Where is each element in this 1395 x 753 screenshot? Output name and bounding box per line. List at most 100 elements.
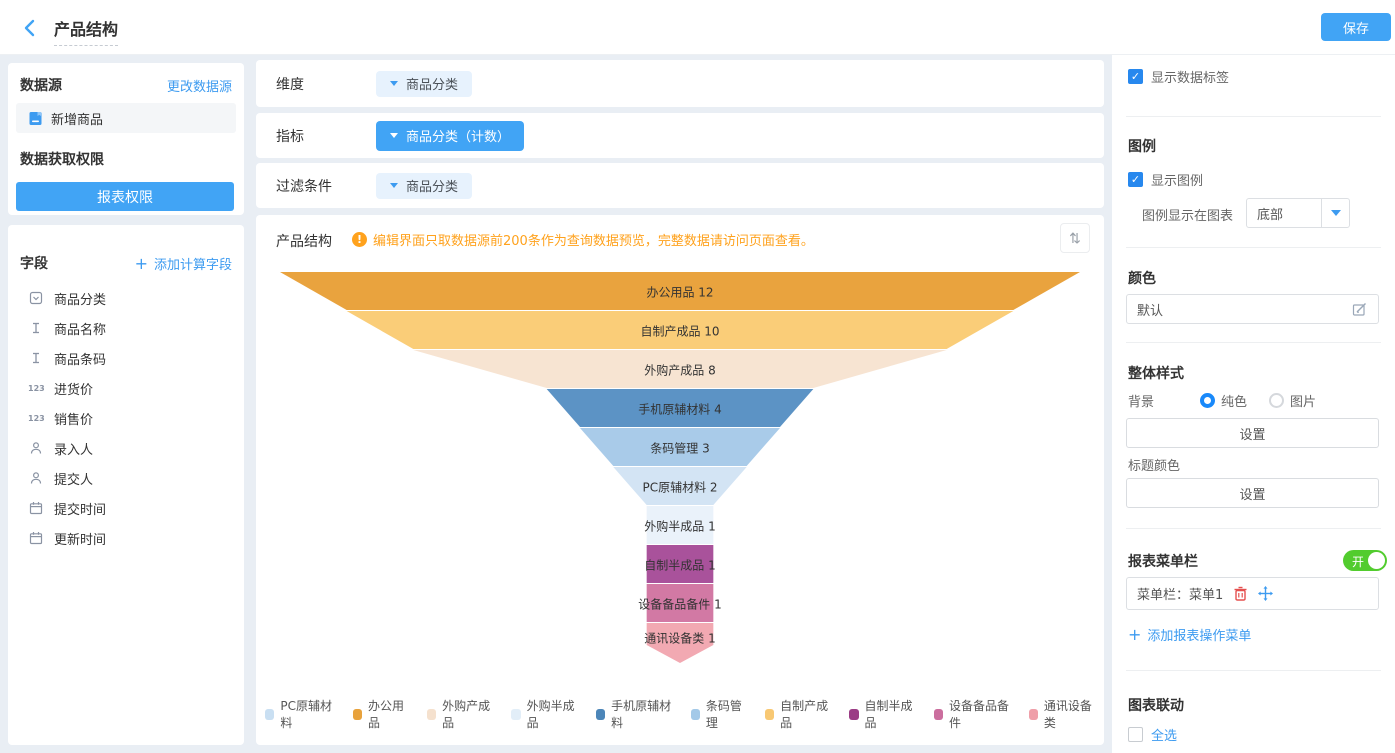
radio-image[interactable] [1269,393,1285,408]
change-datasource-link[interactable]: 更改数据源 [166,79,232,95]
style-section-title: 整体样式 [1128,366,1184,382]
color-input[interactable]: 默认 [1126,294,1379,324]
field-label: 提交时间 [54,502,107,518]
legend-swatch [511,708,521,720]
legend-item[interactable]: 自制半成品 [849,697,915,731]
add-menu-link[interactable]: + 添加报表操作菜单 [1128,625,1252,644]
legend-label: 外购半成品 [526,699,575,730]
legend-item[interactable]: 自制产成品 [764,697,831,731]
move-icon[interactable] [1258,586,1274,601]
legend-position-dropdown[interactable]: 底部 [1246,198,1350,228]
metric-row: 指标 商品分类（计数） [256,113,1104,158]
legend-swatch [1028,708,1038,720]
legend-item[interactable]: 设备备品备件 [933,697,1011,731]
settings-panel: ✓ 显示数据标签 图例 ✓ 显示图例 图例显示在图表 底部 颜色 默认 整体样式… [1112,55,1395,753]
field-item[interactable]: 更新时间 [8,523,244,553]
background-label: 背景 [1128,395,1155,410]
preview-warning: ! 编辑界面只取数据源前200条作为查询数据预览，完整数据请访问页面查看。 [352,230,814,249]
legend-item[interactable]: 外购半成品 [511,697,577,731]
funnel-segment[interactable] [646,506,714,544]
calendar-icon [28,530,44,546]
legend-item[interactable]: 手机原辅材料 [595,697,673,731]
text-icon [28,350,44,366]
legend-label: 办公用品 [367,699,404,730]
metric-pill[interactable]: 商品分类（计数） [376,120,525,151]
menu-item-row[interactable]: 菜单栏：菜单1 [1126,577,1379,610]
select-all-checkbox[interactable]: 全选 [1128,725,1177,744]
metric-label: 指标 [276,128,304,145]
show-legend-checkbox[interactable]: ✓ 显示图例 [1128,170,1203,189]
funnel-segment[interactable] [346,311,1014,349]
field-item[interactable]: 商品条码 [8,343,244,373]
funnel-segment[interactable] [280,272,1080,310]
field-label: 商品条码 [54,352,107,368]
legend-label: 手机原辅材料 [611,699,672,730]
sort-icon: ⇅ [1069,229,1081,246]
toggle-knob [1368,552,1385,569]
dimension-pill[interactable]: 商品分类 [376,70,473,97]
field-item[interactable]: 123 进货价 [8,373,244,403]
funnel-segment[interactable] [413,350,947,388]
legend-swatch [352,708,362,720]
trash-icon[interactable] [1233,586,1248,601]
legend-label: 通讯设备类 [1043,699,1092,730]
dimension-row: 维度 商品分类 [256,60,1104,107]
chart-card: 产品结构 ! 编辑界面只取数据源前200条作为查询数据预览，完整数据请访问页面查… [256,215,1104,745]
legend-position-value: 底部 [1257,207,1284,223]
legend-swatch [849,708,859,720]
funnel-chart: 办公用品 12 自制产成品 10 外购产成品 8 手机原辅材料 4 条码管理 3 PC原辅… [280,272,1080,682]
field-label: 进货价 [54,382,94,398]
dropdown-arrow[interactable] [1321,199,1349,227]
number-icon: 123 [28,413,45,423]
legend-label: 自制产成品 [780,699,829,730]
field-label: 销售价 [54,412,94,428]
radio-solid-color[interactable] [1200,393,1215,408]
datasource-name: 新增商品 [51,112,104,128]
field-item[interactable]: 录入人 [8,433,244,463]
field-label: 提交人 [54,472,94,488]
plus-icon: + [134,253,148,273]
funnel-segment[interactable] [646,584,714,622]
legend-swatch [933,708,944,720]
show-data-label-checkbox[interactable]: ✓ 显示数据标签 [1128,67,1229,86]
datasource-item[interactable]: 新增商品 [16,103,236,133]
background-set-button[interactable]: 设置 [1126,418,1379,448]
field-item[interactable]: 提交人 [8,463,244,493]
legend-swatch [595,708,606,720]
back-icon[interactable] [20,17,42,39]
filter-label: 过滤条件 [276,178,332,195]
edit-icon[interactable] [1352,301,1368,317]
field-item[interactable]: 商品名称 [8,313,244,343]
number-icon: 123 [28,383,45,393]
field-item[interactable]: 123 销售价 [8,403,244,433]
report-permission-button[interactable]: 报表权限 [16,182,234,211]
legend-item[interactable]: 办公用品 [352,697,409,731]
chart-legend: PC原辅材料 办公用品 外购产成品 外购半成品 手机原辅材料 条码管理 自制产成品 自制半成品… [256,697,1104,731]
menu-toggle[interactable]: 开 [1343,550,1387,571]
field-label: 商品分类 [54,292,107,308]
field-item[interactable]: 商品分类 [8,283,244,313]
sort-button[interactable]: ⇅ [1060,223,1090,253]
title-color-set-button[interactable]: 设置 [1126,478,1379,508]
legend-label: 外购产成品 [442,699,491,730]
linkage-section-title: 图表联动 [1128,698,1184,714]
legend-item[interactable]: PC原辅材料 [265,697,335,731]
funnel-segment[interactable] [646,623,714,663]
dimension-label: 维度 [276,76,304,93]
add-calc-field-link[interactable]: + 添加计算字段 [134,253,232,273]
funnel-segment[interactable] [613,467,747,505]
funnel-segment[interactable] [646,545,714,583]
title-color-label: 标题颜色 [1128,459,1181,474]
legend-swatch [690,708,700,720]
legend-item[interactable]: 外购产成品 [426,697,493,731]
save-button[interactable]: 保存 [1321,13,1391,41]
filter-pill[interactable]: 商品分类 [376,172,473,199]
legend-item[interactable]: 条码管理 [690,697,747,731]
legend-item[interactable]: 通讯设备类 [1028,697,1095,731]
field-item[interactable]: 提交时间 [8,493,244,523]
funnel-segment[interactable] [546,389,814,427]
funnel-segment[interactable] [580,428,780,466]
datasource-title: 数据源 [20,78,62,94]
checkbox-checked-icon: ✓ [1128,69,1143,84]
legend-position-label: 图例显示在图表 [1142,209,1234,224]
